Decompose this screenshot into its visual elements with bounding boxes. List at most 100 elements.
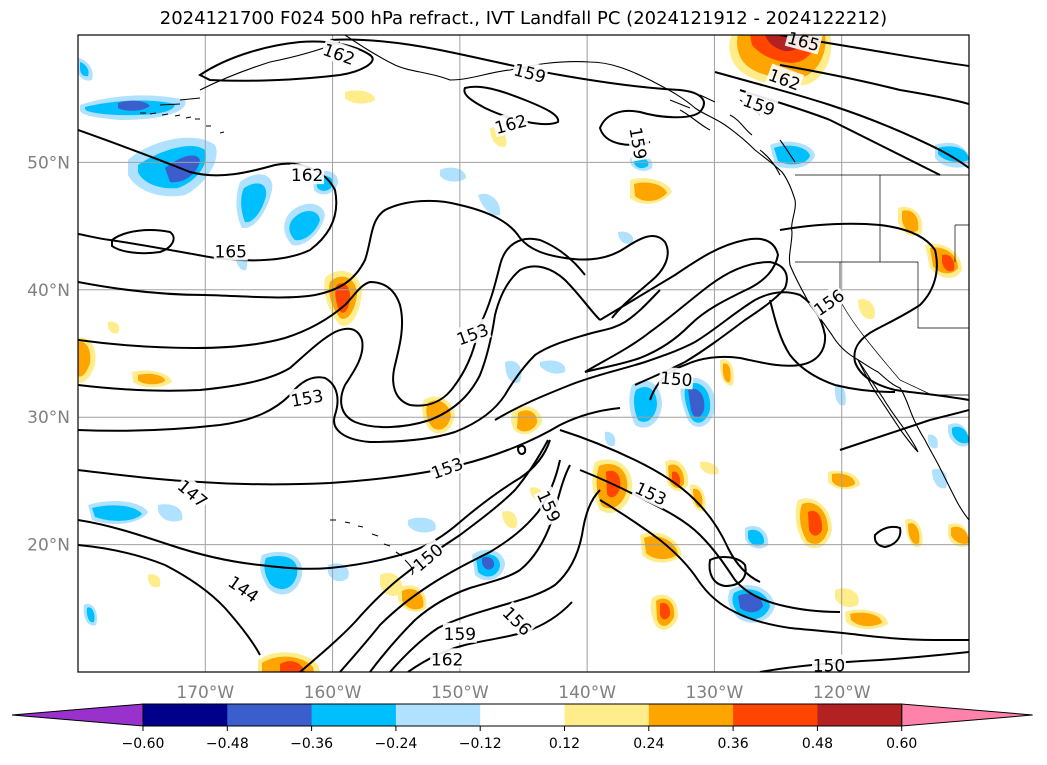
contour-closed-small-c <box>516 444 527 456</box>
coastal-islands <box>669 94 796 176</box>
longitude-labels: 170°W 160°W 150°W 140°W 130°W 120°W <box>176 683 870 703</box>
contour-159-north <box>714 71 969 169</box>
contour-label: 162 <box>491 109 530 139</box>
colorbar-tick-label: −0.24 <box>374 736 417 752</box>
colorbar-segment <box>143 704 228 726</box>
contour-159-gulf <box>329 38 705 146</box>
contour-162-west <box>78 129 338 262</box>
contour-label: 162 <box>290 164 325 186</box>
latitude-label: 30°N <box>27 408 70 428</box>
contour-label: 153 <box>427 452 467 484</box>
contour-jet-b <box>584 260 788 386</box>
contour-label-bg <box>511 58 550 87</box>
contour-label: 150 <box>658 366 695 392</box>
contour-label: 153 <box>631 476 671 510</box>
contour-closed-small-b <box>873 525 902 549</box>
north-america-coast <box>344 35 969 521</box>
colorbar-tick-label: −0.12 <box>459 736 502 752</box>
contour-153-south <box>78 407 621 486</box>
contour-label-bg <box>319 37 359 69</box>
contour-label-bg <box>765 63 805 94</box>
us-state-lines <box>795 175 969 396</box>
longitude-label: 130°W <box>686 683 744 703</box>
gridlines <box>78 35 969 672</box>
contour-label-text: 150 <box>659 369 693 392</box>
positive-anomaly-patches <box>78 35 969 672</box>
contour-label-bg <box>442 622 477 643</box>
contour-label: 150 <box>811 654 846 677</box>
contour-150-bottom <box>759 651 969 672</box>
contour-jet-a <box>584 237 780 373</box>
latitude-label: 20°N <box>27 536 70 556</box>
longitude-label: 120°W <box>813 683 871 703</box>
colorbar-segment <box>648 704 734 726</box>
colorbar-segment <box>733 704 818 726</box>
colorbar-segment <box>311 704 397 726</box>
contour-label: 165 <box>213 240 248 263</box>
contour-label-bg <box>430 648 465 669</box>
colorbar-tick-label: 0.24 <box>633 736 664 752</box>
colorbar-segment <box>817 704 903 726</box>
contour-label: 159 <box>442 622 477 645</box>
contour-150-mid <box>494 291 827 421</box>
contour-label-bg <box>224 570 264 607</box>
contour-label: 162 <box>430 648 465 670</box>
contour-153-trough <box>78 265 601 429</box>
contour-label-bg <box>533 486 567 526</box>
contour-147 <box>78 439 551 570</box>
colorbar-frame <box>142 703 903 727</box>
contour-144 <box>78 544 261 656</box>
contour-162-alaska <box>198 40 374 82</box>
contour-153-coast <box>769 299 896 393</box>
contour-closed-small <box>708 556 747 588</box>
contour-label-bg <box>491 109 530 138</box>
contour-label-bg <box>213 240 248 261</box>
contour-156-trough <box>78 237 586 407</box>
coastlines <box>140 35 969 576</box>
contour-labels: 1651621621591621591651621591561531501531… <box>173 26 849 677</box>
contour-159-south <box>389 489 601 672</box>
contour-165-west <box>111 229 175 255</box>
latitude-labels: 50°N 40°N 30°N 20°N <box>27 153 70 555</box>
map-frame <box>77 34 970 673</box>
baja-california <box>857 359 919 453</box>
contour-162-gulf <box>463 85 560 126</box>
contour-label-bg <box>631 476 671 509</box>
latitude-label: 40°N <box>27 281 70 301</box>
contour-label-bg <box>290 164 325 185</box>
aleutian-islands <box>140 112 225 134</box>
contour-150-east <box>599 499 969 642</box>
contour-156-coast <box>779 222 969 401</box>
colorbar: −0.60 −0.48 −0.36 −0.24 −0.12 0.12 0.24 0.36 0.4… <box>11 703 1033 752</box>
longitude-label: 160°W <box>304 683 362 703</box>
contour-label-bg <box>173 474 213 512</box>
contour-label-bg <box>784 26 823 55</box>
longitude-label: 170°W <box>176 683 234 703</box>
contour-label-bg <box>452 318 492 349</box>
colorbar-segment <box>564 704 650 726</box>
contour-label-bg <box>288 384 326 410</box>
contour-label-text: 162 <box>291 166 323 186</box>
contour-label-text: 150 <box>813 657 845 677</box>
colorbar-tick-label: 0.12 <box>549 736 580 752</box>
colorbar-extend-high <box>901 703 1033 727</box>
contour-label-bg <box>407 537 447 576</box>
latitude-label: 50°N <box>27 153 70 173</box>
contour-159-trough <box>78 199 669 319</box>
contour-153-subtropic <box>839 409 969 451</box>
contour-label-text: 165 <box>215 243 247 263</box>
contour-label-bg <box>658 366 695 390</box>
colorbar-tick-label: −0.48 <box>206 736 249 752</box>
colorbar-segment <box>395 704 481 726</box>
colorbar-tick-label: 0.48 <box>802 736 833 752</box>
hawaii-islands <box>330 519 414 576</box>
contour-label-bg <box>626 124 652 162</box>
contour-153-south-b <box>339 459 561 672</box>
map-title: 2024121700 F024 500 hPa refract., IVT La… <box>159 8 888 29</box>
colorbar-tick-label: 0.36 <box>718 736 749 752</box>
longitude-label: 140°W <box>558 683 616 703</box>
contour-label-text: 159 <box>444 625 476 645</box>
contour-150-trough <box>78 289 661 444</box>
colorbar-tick-label: −0.60 <box>122 736 165 752</box>
